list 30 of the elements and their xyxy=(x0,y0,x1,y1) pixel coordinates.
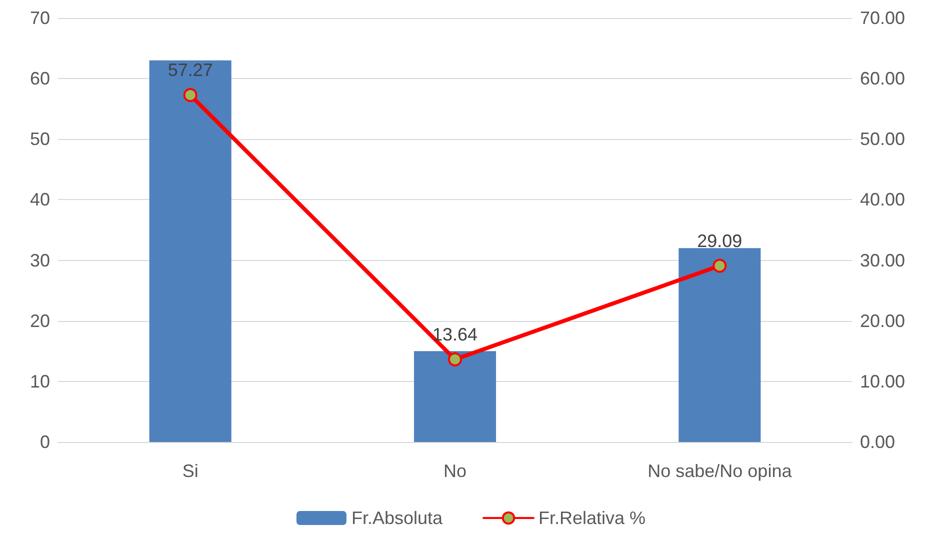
y-tick-label: 0 xyxy=(40,432,50,452)
y-tick-label: 10 xyxy=(30,371,50,392)
bar xyxy=(678,248,761,442)
x-tick-label: Si xyxy=(182,461,198,481)
y2-tick-label: 0.00 xyxy=(860,432,896,452)
y2-tick-label: 10.00 xyxy=(860,371,906,392)
y-tick-label: 50 xyxy=(30,129,50,150)
x-tick-label: No sabe/No opina xyxy=(648,461,793,481)
y2-tick-label: 60.00 xyxy=(860,68,906,89)
y-tick-label: 40 xyxy=(30,190,50,210)
y2-tick-label: 50.00 xyxy=(860,129,906,150)
data-label: 13.64 xyxy=(432,324,478,344)
y-tick-label: 20 xyxy=(30,310,50,331)
y-tick-label: 60 xyxy=(30,68,50,89)
x-tick-label: No xyxy=(443,461,467,481)
legend-label: Fr.Absoluta xyxy=(351,508,444,528)
point xyxy=(448,352,462,366)
y2-tick-label: 70.00 xyxy=(860,8,906,28)
y-tick-label: 30 xyxy=(30,250,50,270)
y2-tick-label: 40.00 xyxy=(860,190,906,210)
point xyxy=(712,258,727,273)
y2-tick-label: 30.00 xyxy=(860,250,906,270)
data-label: 57.27 xyxy=(168,60,213,80)
data-label: 29.09 xyxy=(697,230,742,251)
bar xyxy=(149,60,232,442)
y2-tick-label: 20.00 xyxy=(860,310,906,331)
legend-label: Fr.Relativa % xyxy=(538,508,646,528)
point xyxy=(183,88,198,102)
y-tick-label: 70 xyxy=(30,8,50,28)
bar xyxy=(414,351,496,442)
